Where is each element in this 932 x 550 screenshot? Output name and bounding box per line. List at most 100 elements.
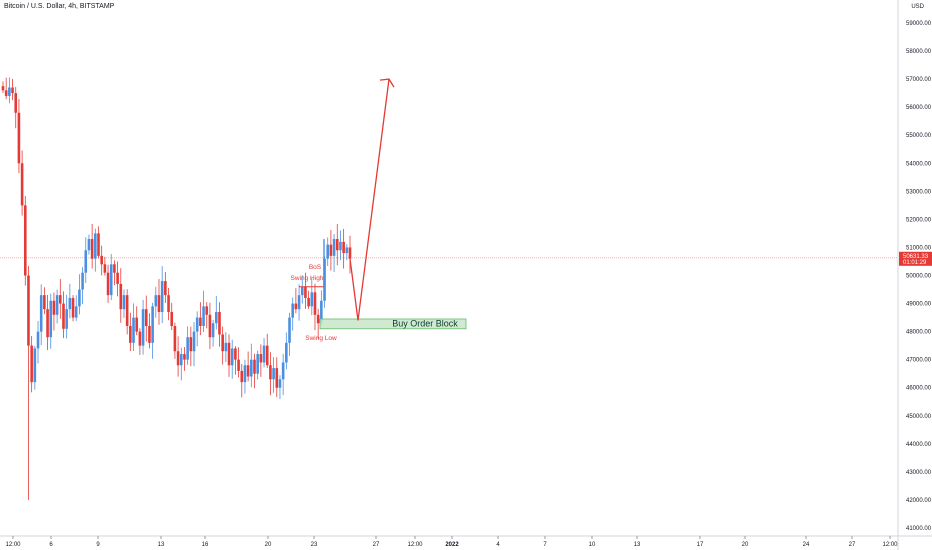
candle-body bbox=[179, 354, 183, 366]
candle-body bbox=[97, 233, 100, 256]
candle-body bbox=[87, 239, 91, 251]
candle-body bbox=[329, 244, 333, 256]
y-tick-label: 42000.00 bbox=[906, 498, 932, 504]
x-tick-label: 12:00 bbox=[882, 542, 898, 548]
candle-body bbox=[30, 345, 33, 383]
candle-body bbox=[106, 272, 110, 296]
candle-body bbox=[345, 247, 349, 254]
candle-body bbox=[342, 241, 345, 254]
candle-body bbox=[46, 309, 49, 338]
y-tick-label: 53000.00 bbox=[906, 189, 932, 195]
candle-body bbox=[202, 306, 205, 326]
y-tick-label: 59000.00 bbox=[906, 21, 932, 27]
currency-label: USD bbox=[911, 4, 924, 10]
swing-low-label: Swing Low bbox=[305, 335, 337, 342]
candle-body bbox=[14, 93, 18, 113]
last-price-countdown: 01:01:29 bbox=[903, 260, 927, 266]
candle-body bbox=[62, 303, 65, 329]
candle-body bbox=[304, 286, 307, 298]
y-tick-label: 51000.00 bbox=[906, 245, 932, 251]
candle-body bbox=[74, 306, 78, 318]
candle-body bbox=[224, 342, 228, 352]
y-tick-label: 55000.00 bbox=[906, 133, 932, 139]
x-tick-label: 13 bbox=[634, 542, 641, 548]
y-tick-label: 49000.00 bbox=[906, 302, 932, 308]
x-tick-label: 16 bbox=[202, 542, 209, 548]
candle-body bbox=[65, 309, 68, 329]
candle-body bbox=[144, 309, 148, 326]
candle-body bbox=[173, 326, 177, 352]
y-tick-label: 41000.00 bbox=[906, 526, 932, 532]
x-tick-label: 20 bbox=[265, 542, 272, 548]
y-tick-label: 52000.00 bbox=[906, 217, 932, 223]
candle-body bbox=[291, 303, 294, 318]
candle-body bbox=[230, 348, 234, 366]
candle-body bbox=[205, 306, 209, 315]
candle-body bbox=[1, 86, 5, 91]
candle-body bbox=[218, 311, 221, 335]
candle-body bbox=[275, 368, 279, 388]
candle-body bbox=[246, 365, 250, 377]
candle-body bbox=[4, 90, 8, 96]
candle-body bbox=[154, 295, 158, 307]
candle-body bbox=[100, 255, 103, 265]
candle-body bbox=[68, 297, 72, 310]
candle-body bbox=[316, 314, 320, 324]
candle-body bbox=[148, 326, 151, 343]
y-tick-label: 56000.00 bbox=[906, 105, 932, 111]
bos-label: BoS bbox=[309, 264, 322, 271]
candle-body bbox=[326, 244, 330, 259]
candle-body bbox=[237, 359, 240, 371]
candle-body bbox=[348, 247, 352, 259]
y-tick-label: 57000.00 bbox=[906, 77, 932, 83]
candle-body bbox=[256, 354, 259, 374]
candle-body bbox=[36, 331, 40, 349]
buy-order-block-label: Buy Order Block bbox=[392, 318, 458, 328]
candle-body bbox=[250, 359, 253, 377]
candle-body bbox=[240, 370, 244, 383]
chart-title: Bitcoin / U.S. Dollar, 4h, BITSTAMP bbox=[4, 3, 115, 10]
candle-body bbox=[278, 379, 282, 388]
candle-body bbox=[269, 365, 272, 380]
candle-body bbox=[288, 317, 291, 343]
candle-body bbox=[116, 272, 119, 284]
candle-body bbox=[221, 334, 224, 352]
candle-body bbox=[265, 345, 269, 366]
candle-body bbox=[339, 241, 342, 251]
last-price-tag bbox=[899, 251, 932, 266]
candle-body bbox=[90, 239, 94, 259]
candle-body bbox=[119, 283, 123, 310]
candle-body bbox=[310, 292, 314, 307]
candle-body bbox=[320, 300, 323, 324]
candle-body bbox=[176, 351, 180, 366]
x-tick-label: 6 bbox=[49, 542, 53, 548]
candle-body bbox=[27, 275, 30, 346]
candle-body bbox=[307, 297, 310, 307]
candle-body bbox=[94, 233, 97, 259]
candle-body bbox=[78, 289, 81, 307]
y-tick-label: 45000.00 bbox=[906, 414, 932, 420]
candle-body bbox=[71, 297, 75, 318]
candle-body bbox=[141, 309, 145, 346]
candle-body bbox=[33, 348, 37, 383]
candle-body bbox=[253, 359, 256, 374]
candle-body bbox=[59, 295, 62, 304]
candle-body bbox=[151, 306, 154, 343]
candle-body bbox=[132, 317, 135, 343]
x-tick-label: 27 bbox=[373, 542, 380, 548]
candle-body bbox=[183, 354, 186, 360]
x-tick-label: 4 bbox=[496, 542, 500, 548]
candle-body bbox=[109, 264, 113, 296]
x-tick-label: 13 bbox=[158, 542, 165, 548]
candle-body bbox=[170, 311, 174, 326]
candle-body bbox=[103, 264, 107, 273]
candle-body bbox=[20, 163, 24, 206]
candle-body bbox=[125, 295, 129, 326]
candle-body bbox=[23, 205, 27, 276]
y-tick-label: 44000.00 bbox=[906, 442, 932, 448]
candle-body bbox=[17, 112, 21, 164]
candle-body bbox=[285, 342, 288, 363]
candle-body bbox=[300, 286, 304, 296]
candle-body bbox=[138, 331, 142, 346]
